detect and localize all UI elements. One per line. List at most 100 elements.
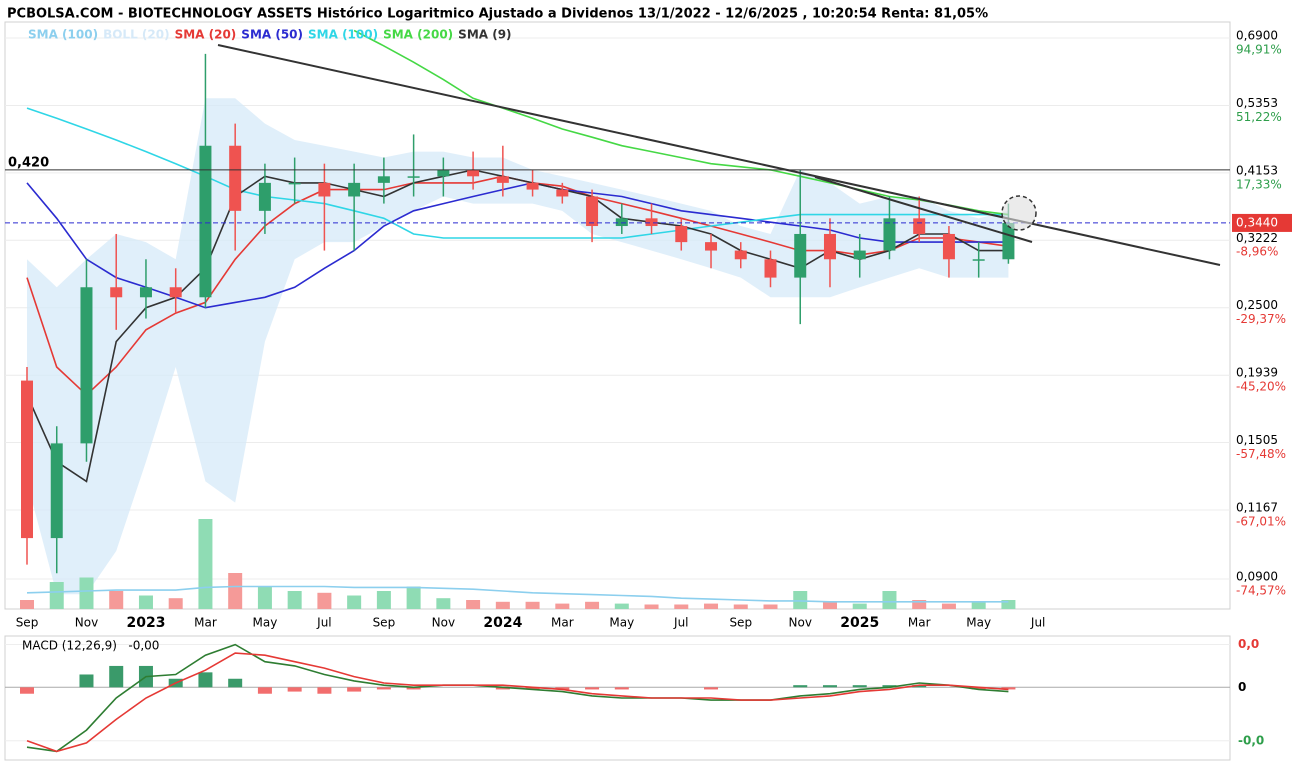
volume-bar [20, 600, 34, 609]
candle-body [526, 182, 539, 190]
y-tick-label: 0,1167 [1236, 501, 1278, 515]
macd-histogram-bar [555, 687, 570, 690]
chart-title: PCBOLSA.COM - BIOTECHNOLOGY ASSETS Histó… [7, 7, 988, 22]
candle-body [942, 233, 955, 260]
macd-histogram-bar [525, 687, 540, 690]
candle-body [169, 287, 182, 298]
macd-histogram-bar [376, 687, 391, 690]
x-tick-label: 2025 [840, 615, 879, 631]
candle-body [496, 176, 509, 183]
macd-histogram-bar [198, 672, 213, 688]
legend-entry: SMA (100) [28, 28, 98, 42]
x-tick-label: Sep [729, 616, 752, 630]
macd-histogram-bar [822, 685, 837, 688]
y-tick-label: 0,0900 [1236, 570, 1278, 584]
volume-bar [1001, 600, 1016, 609]
candle-body [50, 443, 63, 539]
candle-body [139, 287, 152, 298]
macd-histogram-bar [109, 665, 124, 688]
macd-histogram-bar [882, 685, 897, 688]
trend-line [217, 44, 1221, 266]
y2-tick-label: 17,33% [1236, 177, 1282, 191]
volume-bar [644, 604, 659, 609]
candle-body [823, 233, 836, 260]
x-tick-label: Nov [432, 616, 455, 630]
volume-bar [228, 573, 243, 609]
legend-entry: SMA (200) [383, 28, 453, 42]
last-price-label: 0,3440 [1236, 215, 1278, 229]
volume-bar [49, 582, 64, 609]
x-tick-label: Jul [1030, 616, 1045, 630]
x-tick-label: Sep [373, 616, 396, 630]
candle-body [80, 287, 93, 444]
legend-entry: SMA (100) [308, 28, 378, 42]
volume-bar [763, 604, 778, 609]
candle-body [972, 259, 985, 261]
candle-body [705, 242, 718, 251]
x-tick-label: Nov [75, 616, 98, 630]
candle-body [377, 176, 390, 183]
candle-body [258, 182, 271, 211]
x-tick-label: 2024 [483, 615, 522, 631]
candle-body [734, 250, 747, 260]
candle-body [1002, 222, 1015, 260]
candle-body [407, 176, 420, 178]
volume-bar [79, 577, 94, 609]
volume-bar [376, 591, 391, 609]
legend-entry: SMA (20) [175, 28, 237, 42]
macd-histogram-bar [971, 687, 986, 690]
volume-bar [466, 600, 481, 609]
candle-body [615, 218, 628, 227]
y-tick-label: 0,5353 [1236, 96, 1278, 110]
volume-bar [168, 598, 183, 609]
volume-bar [614, 603, 629, 609]
macd-histogram-bar [20, 687, 34, 694]
y-tick-label: 0,1505 [1236, 433, 1278, 447]
last-price-box [1232, 213, 1292, 232]
candle-body [764, 259, 777, 278]
macd-histogram-bar [79, 674, 94, 688]
x-tick-label: Mar [551, 616, 574, 630]
x-tick-label: Mar [194, 616, 217, 630]
candle-body [288, 182, 301, 185]
volume-bar [495, 601, 510, 609]
macd-histogram-bar [228, 678, 243, 688]
y-tick-label: -0,0 [1238, 733, 1264, 747]
trend-line [814, 176, 1033, 243]
x-tick-label: 2023 [126, 615, 165, 631]
bollinger-band [27, 98, 1009, 595]
y-tick-label: 0,0 [1238, 637, 1259, 651]
candle-body [883, 218, 896, 251]
sma-line [26, 585, 1009, 603]
volume-bar [822, 601, 837, 609]
volume-bar [733, 604, 748, 609]
y2-tick-label: -67,01% [1236, 514, 1286, 528]
y-tick-label: 0,1939 [1236, 366, 1278, 380]
y-tick-label: 0 [1238, 680, 1246, 694]
macd-line [26, 643, 1009, 753]
volume-bar [852, 603, 867, 609]
x-tick-label: May [609, 616, 634, 630]
volume-bar [674, 604, 689, 609]
macd-histogram-bar [704, 687, 719, 690]
y2-tick-label: 94,91% [1236, 43, 1282, 57]
macd-line [26, 652, 1009, 753]
candle-body [199, 145, 212, 298]
candle-body [794, 233, 807, 278]
x-tick-label: Nov [789, 616, 812, 630]
macd-title: MACD (12,26,9) -0,00 [22, 639, 159, 653]
macd-histogram-bar [614, 687, 629, 690]
y-tick-label: 0,2500 [1236, 298, 1278, 312]
volume-bar [347, 595, 362, 609]
sma-line [26, 169, 1009, 483]
candle-body [348, 182, 361, 197]
x-tick-label: Sep [16, 616, 39, 630]
volume-bar [406, 586, 421, 609]
x-tick-label: Mar [908, 616, 931, 630]
macd-histogram-bar [406, 687, 421, 690]
volume-bar [436, 598, 451, 609]
volume-bar [555, 603, 570, 609]
macd-histogram-bar [793, 685, 808, 688]
volume-bar [585, 601, 600, 609]
